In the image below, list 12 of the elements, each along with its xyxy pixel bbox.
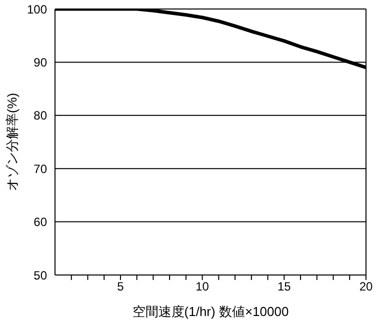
- y-tick-label: 70: [34, 162, 48, 176]
- x-tick-label: 5: [117, 280, 124, 294]
- y-tick-label: 50: [34, 268, 48, 282]
- x-tick-label: 20: [359, 280, 373, 294]
- y-tick-label: 90: [34, 55, 48, 70]
- y-axis-title: オゾン分解率(%): [4, 92, 20, 192]
- x-tick-label: 10: [196, 280, 210, 294]
- x-axis-title: 空間速度(1/hr) 数値×10000: [132, 304, 289, 319]
- y-tick-label: 80: [34, 108, 48, 123]
- y-tick-label: 100: [26, 2, 48, 16]
- y-tick-label: 60: [34, 215, 48, 230]
- x-tick-label: 15: [277, 280, 292, 294]
